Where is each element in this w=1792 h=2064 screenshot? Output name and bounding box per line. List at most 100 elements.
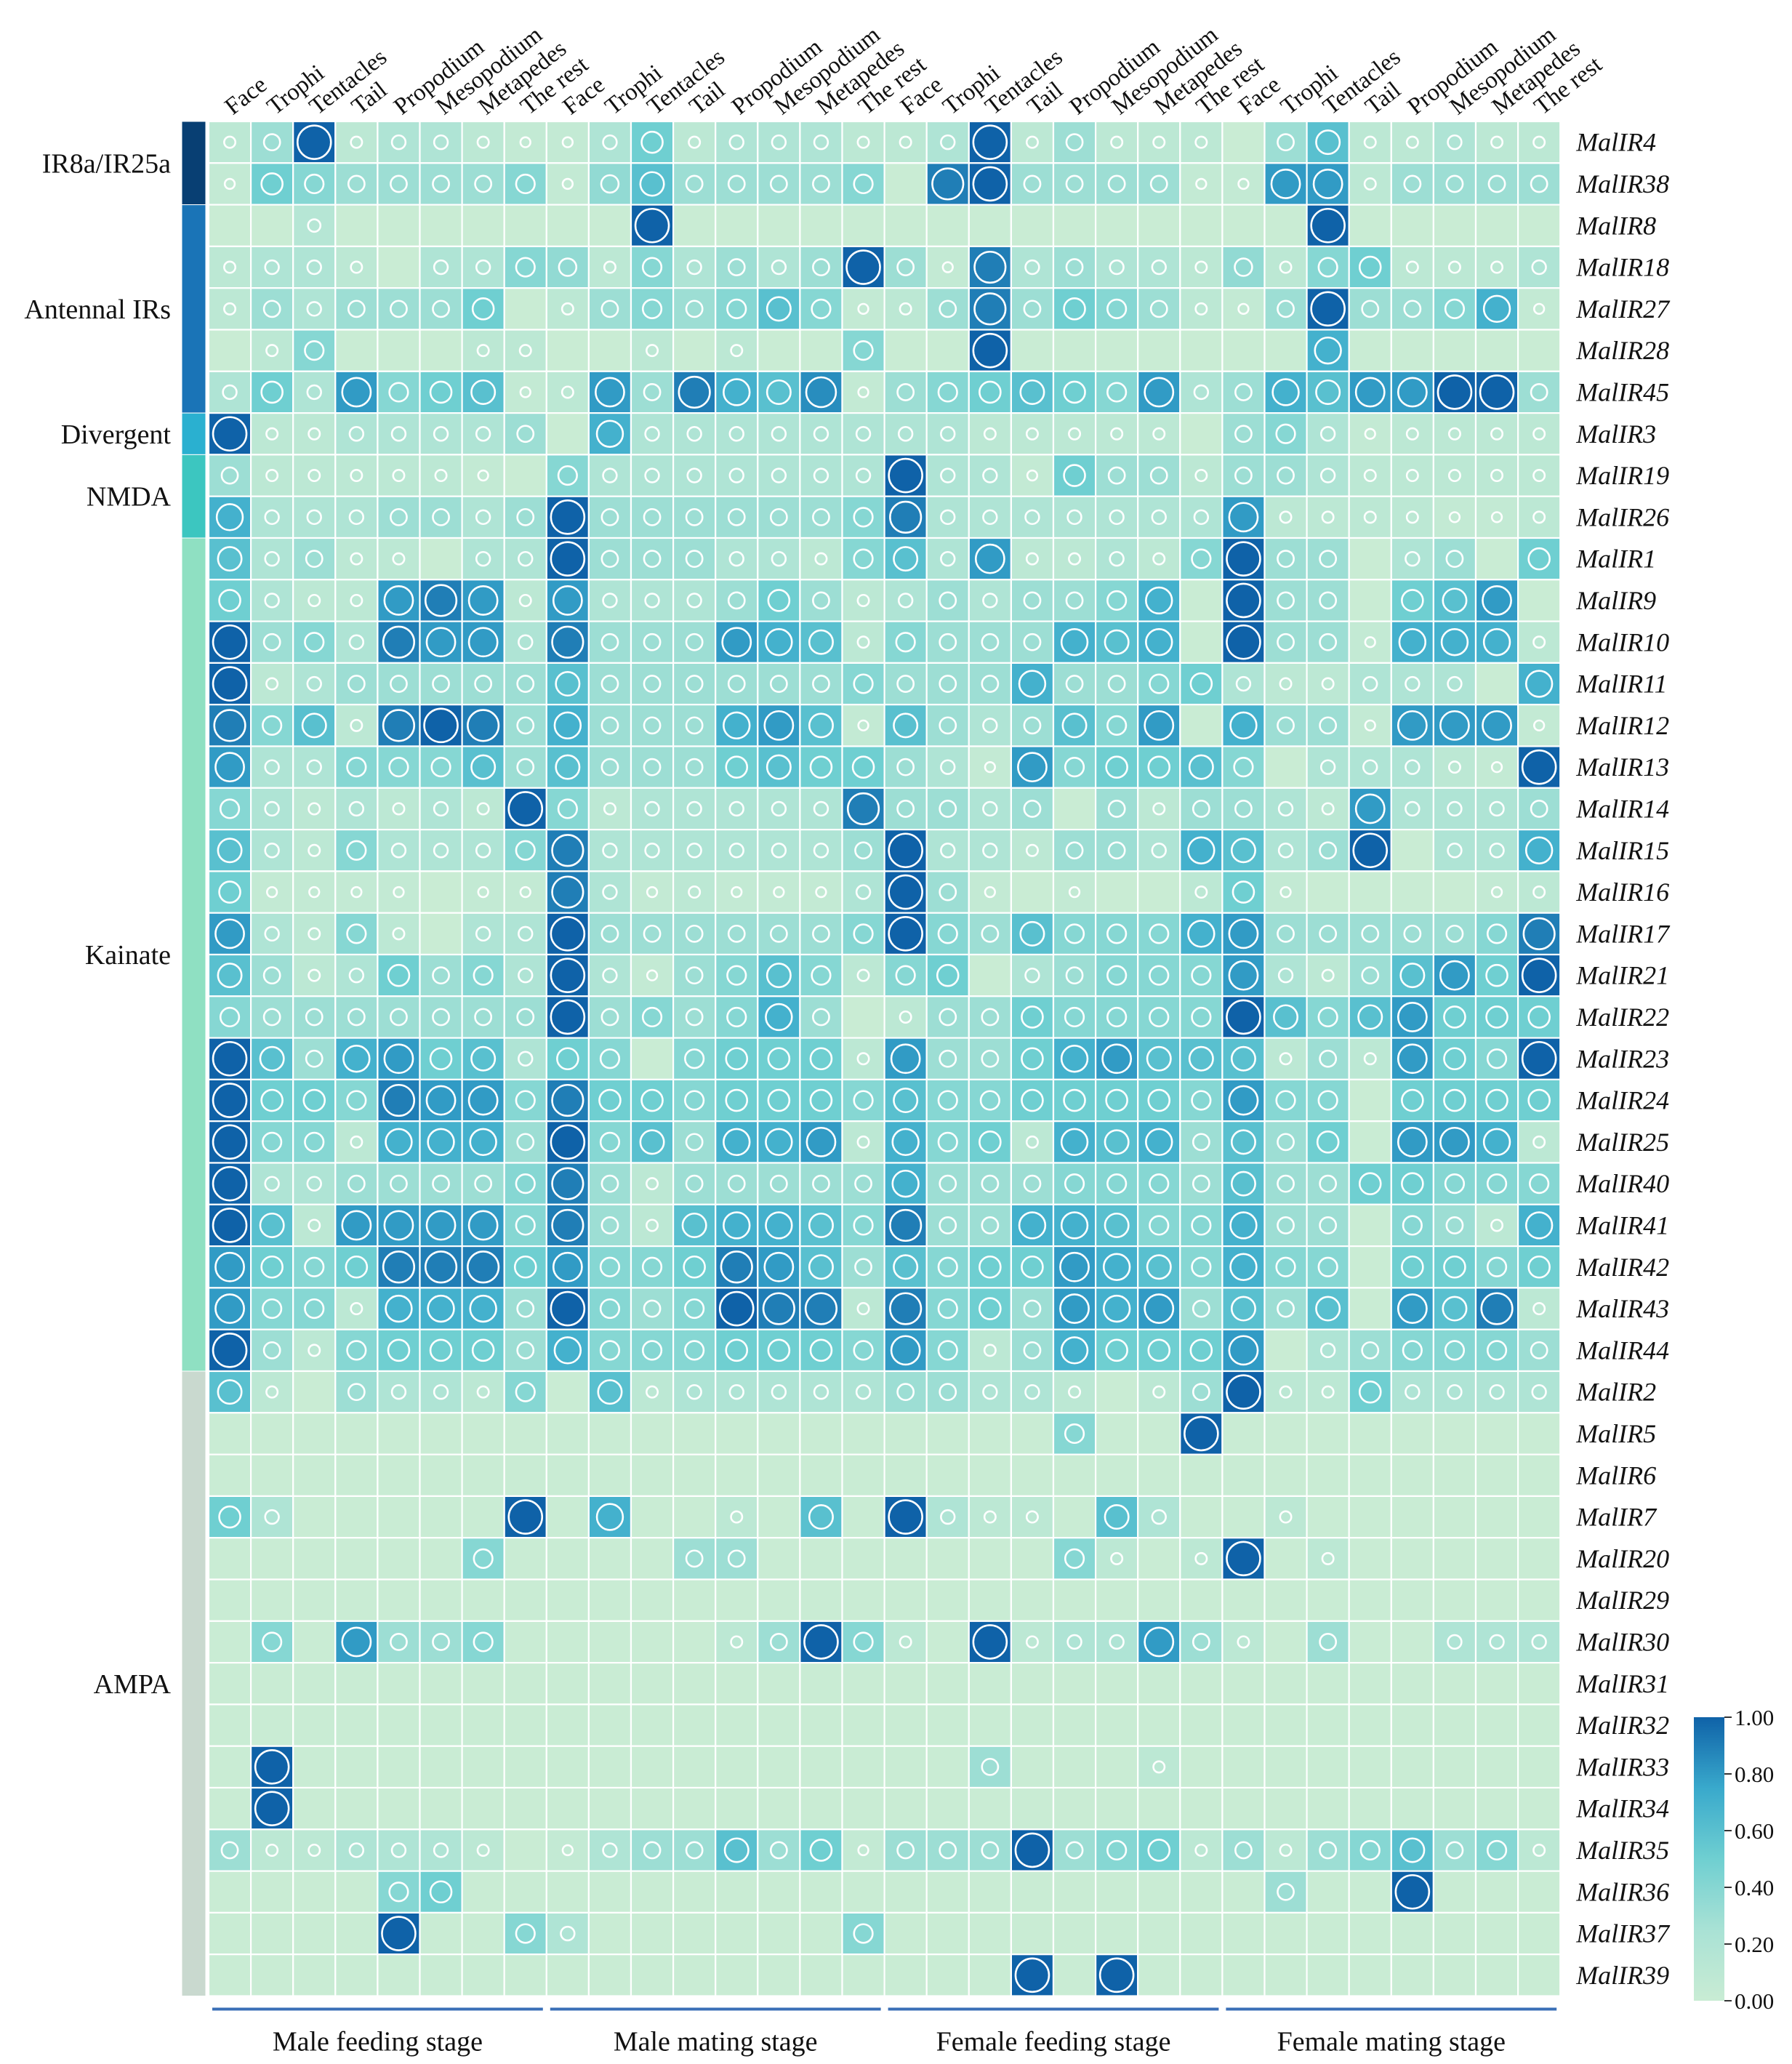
heat-cell — [1517, 704, 1562, 747]
heat-cell — [461, 995, 505, 1039]
cell-circle — [974, 543, 1005, 574]
heat-cell — [630, 204, 675, 248]
heat-cell — [1474, 870, 1519, 914]
cell-square — [883, 1786, 928, 1831]
heat-cell — [1306, 787, 1350, 831]
cell-circle — [771, 1384, 787, 1400]
cell-circle — [1277, 1882, 1295, 1901]
cell-circle — [212, 416, 248, 452]
heat-cell — [715, 537, 759, 581]
cell-square — [545, 1370, 590, 1414]
heat-cell — [1094, 828, 1139, 872]
heat-cell — [672, 495, 717, 539]
cell-square — [1137, 204, 1181, 248]
cell-circle — [551, 1167, 584, 1200]
cell-circle — [1106, 1173, 1128, 1194]
cell-circle — [939, 591, 957, 610]
heat-cell — [250, 287, 294, 331]
cell-square — [377, 1412, 421, 1455]
heat-cell — [292, 620, 337, 664]
heat-cell — [1263, 495, 1308, 539]
cell-circle — [771, 426, 787, 442]
legend-tick-label: 1.00 — [1735, 1705, 1774, 1730]
heat-cell — [461, 1745, 505, 1789]
cell-square — [250, 787, 294, 831]
cell-circle — [888, 1499, 923, 1535]
heat-cell — [1432, 1786, 1477, 1831]
cell-circle — [262, 1131, 283, 1152]
cell-circle — [308, 427, 321, 441]
cell-square — [1306, 1578, 1350, 1622]
cell-circle — [1444, 1340, 1466, 1361]
cell-square — [292, 1786, 337, 1831]
cell-circle — [602, 593, 618, 609]
heat-cell — [1348, 1620, 1392, 1664]
cell-circle — [308, 886, 321, 899]
heat-cell — [250, 495, 294, 539]
heat-cell — [1390, 953, 1435, 997]
heat-cell — [334, 454, 379, 497]
heat-cell — [841, 1162, 885, 1205]
cell-square — [630, 1745, 675, 1789]
heat-cell — [587, 1786, 632, 1831]
cell-square — [1052, 1453, 1097, 1497]
heat-cell — [545, 120, 590, 164]
heat-cell — [1474, 1037, 1519, 1080]
cell-square — [1306, 1911, 1350, 1956]
cell-circle — [223, 260, 237, 274]
heat-cell — [377, 1495, 421, 1539]
cell-square — [1094, 1662, 1139, 1706]
heat-cell — [419, 1537, 463, 1581]
heat-cell — [1474, 1703, 1519, 1747]
cell-circle — [308, 593, 321, 607]
heat-cell — [630, 1412, 675, 1455]
cell-circle — [304, 340, 325, 361]
heat-cell — [587, 579, 632, 622]
cell-square — [1390, 1620, 1435, 1664]
cell-circle — [1405, 550, 1421, 567]
heat-cell — [1263, 995, 1308, 1039]
heat-cell — [630, 1328, 675, 1373]
cell-circle — [1151, 509, 1167, 526]
heat-cell — [672, 1870, 717, 1914]
heat-cell — [419, 1037, 463, 1080]
heat-cell — [419, 1786, 463, 1831]
heat-cell — [461, 1578, 505, 1622]
cell-circle — [981, 675, 1000, 693]
cell-circle — [1397, 1002, 1428, 1032]
heat-cell — [841, 411, 885, 456]
cell-circle — [390, 1174, 408, 1193]
cell-square — [545, 1745, 590, 1789]
heat-cell — [1010, 329, 1055, 372]
cell-circle — [896, 675, 915, 693]
heat-cell — [545, 1828, 590, 1872]
cell-circle — [385, 1128, 413, 1157]
heat-cell — [587, 1578, 632, 1622]
row-label: MalIR27 — [1575, 294, 1671, 324]
cell-circle — [516, 758, 535, 776]
heat-cell — [968, 1620, 1013, 1664]
cell-square — [545, 1620, 590, 1664]
heat-cell — [334, 1537, 379, 1581]
heat-cell — [968, 1495, 1013, 1539]
cell-square — [757, 204, 801, 248]
cell-circle — [893, 1088, 919, 1114]
heat-cell — [207, 204, 252, 248]
heat-cell — [587, 204, 632, 248]
cell-square — [715, 1703, 759, 1747]
heat-cell — [1474, 1078, 1519, 1123]
heat-cell — [1390, 1495, 1435, 1539]
heat-cell — [1052, 870, 1097, 914]
cell-circle — [730, 1635, 744, 1649]
cell-circle — [855, 467, 872, 483]
heat-cell — [1306, 454, 1350, 497]
cell-circle — [723, 1128, 751, 1157]
heat-cell — [1137, 1120, 1181, 1164]
cell-square — [672, 1412, 717, 1455]
row-label: MalIR5 — [1575, 1419, 1656, 1448]
cell-square — [250, 1412, 294, 1455]
cell-circle — [346, 1090, 367, 1111]
heat-cell — [672, 1203, 717, 1248]
heat-cell — [207, 1037, 252, 1080]
